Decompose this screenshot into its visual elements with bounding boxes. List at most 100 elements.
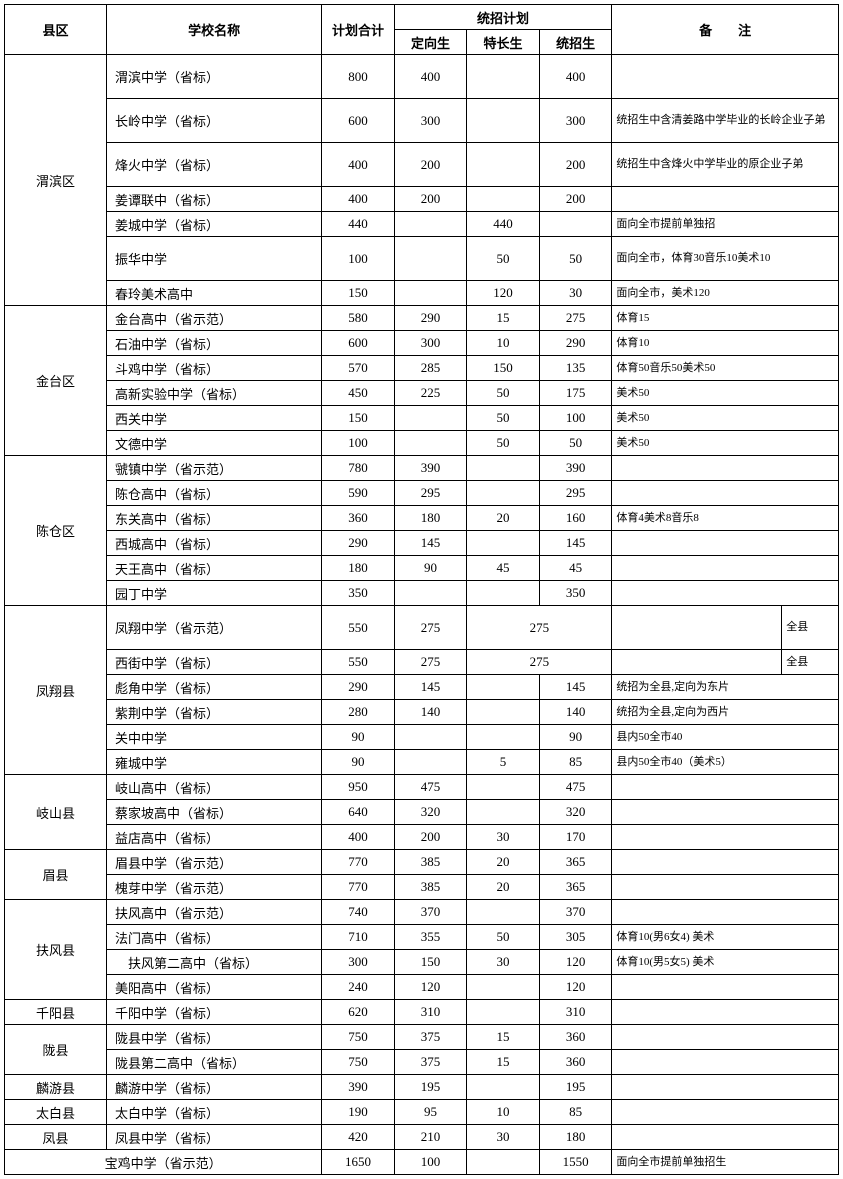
specialty-cell	[467, 187, 540, 212]
school-cell: 西关中学	[106, 406, 321, 431]
note-cell: 体育50音乐50美术50	[612, 356, 839, 381]
total-cell: 580	[322, 306, 395, 331]
directed-cell: 300	[394, 99, 467, 143]
table-row: 太白县太白中学（省标）190951085	[5, 1100, 839, 1125]
school-cell: 斗鸡中学（省标）	[106, 356, 321, 381]
directed-cell: 150	[394, 950, 467, 975]
district-cell: 千阳县	[5, 1000, 107, 1025]
directed-cell: 285	[394, 356, 467, 381]
specialty-cell	[467, 55, 540, 99]
total-cell: 550	[322, 606, 395, 650]
directed-cell: 320	[394, 800, 467, 825]
table-row: 高新实验中学（省标）45022550175美术50	[5, 381, 839, 406]
unified-cell: 175	[539, 381, 612, 406]
specialty-cell	[467, 1075, 540, 1100]
directed-cell: 90	[394, 556, 467, 581]
specialty-cell	[467, 143, 540, 187]
note-cell: 面向全市，体育30音乐10美术10	[612, 237, 839, 281]
directed-cell: 275	[394, 650, 467, 675]
total-cell: 100	[322, 431, 395, 456]
school-cell: 雍城中学	[106, 750, 321, 775]
specialty-cell: 10	[467, 1100, 540, 1125]
unified-merged-cell: 275	[467, 606, 612, 650]
note-cell	[612, 481, 839, 506]
total-cell: 600	[322, 99, 395, 143]
directed-cell: 145	[394, 531, 467, 556]
district-cell: 眉县	[5, 850, 107, 900]
total-cell: 400	[322, 825, 395, 850]
table-row: 雍城中学90585县内50全市40（美术5）	[5, 750, 839, 775]
specialty-cell: 20	[467, 850, 540, 875]
specialty-cell	[467, 975, 540, 1000]
total-cell: 770	[322, 850, 395, 875]
directed-cell: 295	[394, 481, 467, 506]
directed-cell: 310	[394, 1000, 467, 1025]
school-cell: 渭滨中学（省标）	[106, 55, 321, 99]
note-cell: 体育4美术8音乐8	[612, 506, 839, 531]
unified-cell: 30	[539, 281, 612, 306]
unified-cell: 85	[539, 750, 612, 775]
school-cell: 美阳高中（省标）	[106, 975, 321, 1000]
table-row: 文德中学1005050美术50	[5, 431, 839, 456]
specialty-cell	[467, 581, 540, 606]
total-cell: 360	[322, 506, 395, 531]
school-cell: 扶风高中（省示范）	[106, 900, 321, 925]
unified-cell: 305	[539, 925, 612, 950]
header-unified: 统招生	[539, 30, 612, 55]
table-row: 凤翔县凤翔中学（省示范）550275275全县	[5, 606, 839, 650]
table-row: 姜谭联中（省标）400200200	[5, 187, 839, 212]
note-cell	[612, 775, 839, 800]
table-row: 陇县陇县中学（省标）75037515360	[5, 1025, 839, 1050]
note-cell: 美术50	[612, 431, 839, 456]
total-cell: 280	[322, 700, 395, 725]
district-cell: 金台区	[5, 306, 107, 456]
district-cell: 凤县	[5, 1125, 107, 1150]
directed-cell: 300	[394, 331, 467, 356]
school-cell: 凤县中学（省标）	[106, 1125, 321, 1150]
total-cell: 190	[322, 1100, 395, 1125]
district-cell: 渭滨区	[5, 55, 107, 306]
school-cell: 益店高中（省标）	[106, 825, 321, 850]
unified-cell: 90	[539, 725, 612, 750]
note-cell	[612, 1100, 839, 1125]
school-cell: 姜谭联中（省标）	[106, 187, 321, 212]
district-cell: 凤翔县	[5, 606, 107, 775]
header-school: 学校名称	[106, 5, 321, 55]
school-cell: 文德中学	[106, 431, 321, 456]
unified-cell: 50	[539, 237, 612, 281]
unified-cell: 320	[539, 800, 612, 825]
school-cell: 岐山高中（省标）	[106, 775, 321, 800]
directed-cell	[394, 431, 467, 456]
header-unified-plan: 统招计划	[394, 5, 612, 30]
specialty-cell: 50	[467, 925, 540, 950]
directed-cell: 195	[394, 1075, 467, 1100]
total-cell: 290	[322, 675, 395, 700]
school-cell: 天王高中（省标）	[106, 556, 321, 581]
directed-cell: 200	[394, 825, 467, 850]
table-header: 县区 学校名称 计划合计 统招计划 备 注 定向生 特长生 统招生	[5, 5, 839, 55]
specialty-cell: 120	[467, 281, 540, 306]
unified-merged-cell: 275	[467, 650, 612, 675]
specialty-cell: 50	[467, 381, 540, 406]
table-row: 关中中学9090县内50全市40	[5, 725, 839, 750]
table-row: 陈仓高中（省标）590295295	[5, 481, 839, 506]
specialty-cell: 50	[467, 237, 540, 281]
note-cell	[612, 456, 839, 481]
unified-cell: 365	[539, 875, 612, 900]
school-cell: 园丁中学	[106, 581, 321, 606]
directed-cell: 385	[394, 875, 467, 900]
specialty-cell: 45	[467, 556, 540, 581]
table-row: 千阳县千阳中学（省标）620310310	[5, 1000, 839, 1025]
specialty-cell	[467, 700, 540, 725]
specialty-cell: 440	[467, 212, 540, 237]
directed-cell: 225	[394, 381, 467, 406]
unified-cell: 350	[539, 581, 612, 606]
note-cell: 美术50	[612, 406, 839, 431]
school-cell: 西街中学（省标）	[106, 650, 321, 675]
specialty-cell	[467, 481, 540, 506]
total-cell: 800	[322, 55, 395, 99]
header-district: 县区	[5, 5, 107, 55]
header-total: 计划合计	[322, 5, 395, 55]
footer-total: 1650	[322, 1150, 395, 1175]
specialty-cell: 10	[467, 331, 540, 356]
